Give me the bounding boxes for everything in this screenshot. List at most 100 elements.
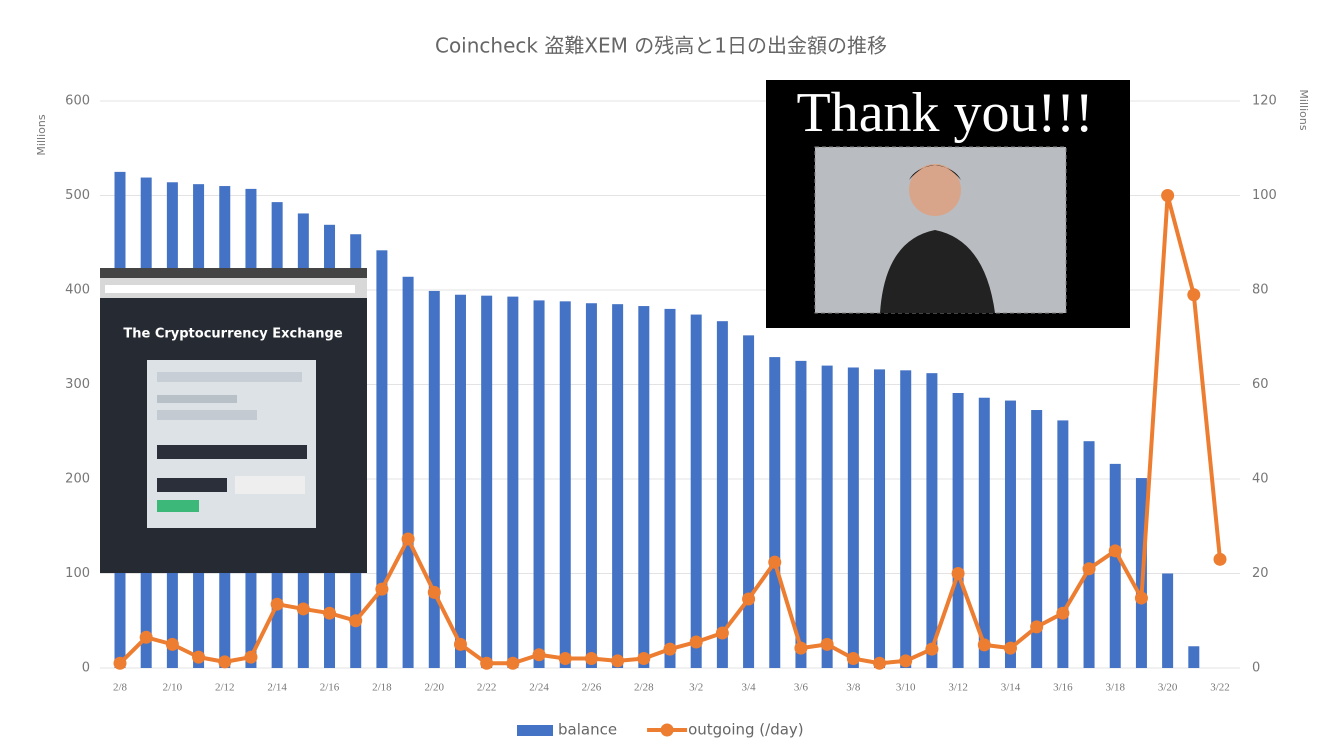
line-marker xyxy=(323,606,337,620)
y2-tick-label: 0 xyxy=(1252,661,1260,676)
line-marker xyxy=(742,592,756,606)
legend-swatch xyxy=(517,725,553,736)
y2-tick-label: 40 xyxy=(1252,472,1269,487)
line-marker xyxy=(532,648,546,662)
x-tick-label: 3/10 xyxy=(896,682,916,694)
line-marker xyxy=(375,582,389,596)
bar xyxy=(1031,410,1043,668)
bar xyxy=(533,300,545,668)
x-tick-label: 3/6 xyxy=(794,682,809,694)
line-marker xyxy=(611,654,625,668)
line-marker xyxy=(192,650,206,664)
line-marker xyxy=(401,532,415,546)
bar xyxy=(926,373,938,668)
line-marker xyxy=(768,555,782,569)
chart-title: Coincheck 盗難XEM の残高と1日の出金額の推移 xyxy=(435,34,887,58)
thank-you-image: Thank you!!! xyxy=(766,80,1130,328)
line-marker xyxy=(689,635,703,649)
y-axis-label: Millions xyxy=(35,114,48,155)
form-row xyxy=(157,410,257,420)
browser-tabs xyxy=(100,268,367,278)
bar xyxy=(612,304,624,668)
line-marker xyxy=(873,656,887,670)
bar xyxy=(1162,573,1174,668)
y-tick-label: 100 xyxy=(65,566,90,581)
legend-label: balance xyxy=(558,721,617,739)
line-marker xyxy=(1187,288,1201,302)
line-marker xyxy=(453,637,467,651)
bar xyxy=(1057,420,1069,668)
x-tick-label: 3/4 xyxy=(742,682,757,694)
line-marker xyxy=(899,654,913,668)
line-marker xyxy=(637,652,651,666)
x-tick-label: 2/26 xyxy=(582,682,602,694)
line-marker xyxy=(349,614,363,628)
bar xyxy=(1188,646,1200,668)
line-marker xyxy=(427,585,441,599)
bar xyxy=(664,308,676,668)
bar xyxy=(507,296,519,668)
line-marker xyxy=(1082,562,1096,576)
bar xyxy=(585,303,597,668)
bar xyxy=(1083,441,1095,668)
y2-tick-label: 120 xyxy=(1252,94,1277,109)
bar xyxy=(769,357,781,668)
input-field xyxy=(157,478,227,492)
x-tick-label: 3/18 xyxy=(1105,682,1125,694)
bar xyxy=(716,321,728,668)
x-tick-label: 3/20 xyxy=(1158,682,1178,694)
line-marker xyxy=(977,638,991,652)
form-row xyxy=(157,372,302,382)
x-tick-label: 2/10 xyxy=(163,682,183,694)
line-marker xyxy=(1030,620,1044,634)
bar xyxy=(795,360,807,668)
bar xyxy=(402,276,414,668)
bar xyxy=(1004,400,1016,668)
bar xyxy=(559,301,571,668)
y-tick-label: 0 xyxy=(82,661,90,676)
line-marker xyxy=(925,642,939,656)
y-tick-label: 400 xyxy=(65,283,90,298)
bar xyxy=(690,314,702,668)
x-tick-label: 2/18 xyxy=(372,682,392,694)
x-tick-label: 3/8 xyxy=(846,682,861,694)
input-field xyxy=(157,445,307,459)
bar xyxy=(638,306,650,668)
line-marker xyxy=(715,626,729,640)
bar xyxy=(454,294,466,668)
x-tick-label: 2/20 xyxy=(425,682,445,694)
exchange-screenshot: The Cryptocurrency Exchange xyxy=(100,268,367,573)
image-caption: Thank you!!! xyxy=(796,82,1093,144)
y-tick-label: 300 xyxy=(65,377,90,392)
line-marker xyxy=(113,656,127,670)
y-tick-label: 500 xyxy=(65,188,90,203)
address-bar xyxy=(105,285,355,293)
x-tick-label: 2/8 xyxy=(113,682,128,694)
bar xyxy=(376,250,388,668)
x-tick-label: 2/14 xyxy=(267,682,287,694)
line-marker xyxy=(1161,189,1175,202)
line-marker xyxy=(218,655,232,669)
y2-tick-label: 80 xyxy=(1252,283,1269,298)
line-marker xyxy=(794,641,808,655)
x-tick-label: 2/24 xyxy=(529,682,549,694)
bar xyxy=(874,369,886,668)
y-tick-label: 600 xyxy=(65,94,90,109)
line-marker xyxy=(244,650,258,664)
bar xyxy=(743,335,755,668)
legend-swatch xyxy=(660,723,674,737)
line-marker xyxy=(1213,552,1227,566)
y2-tick-label: 20 xyxy=(1252,566,1269,581)
x-tick-label: 2/28 xyxy=(634,682,654,694)
bar xyxy=(821,365,833,668)
x-tick-label: 3/12 xyxy=(948,682,968,694)
x-tick-label: 3/16 xyxy=(1053,682,1073,694)
line-marker xyxy=(558,652,572,666)
captcha xyxy=(235,476,305,494)
bar xyxy=(847,367,859,668)
x-tick-label: 2/12 xyxy=(215,682,235,694)
line-marker xyxy=(1134,591,1148,605)
line-marker xyxy=(584,652,598,666)
